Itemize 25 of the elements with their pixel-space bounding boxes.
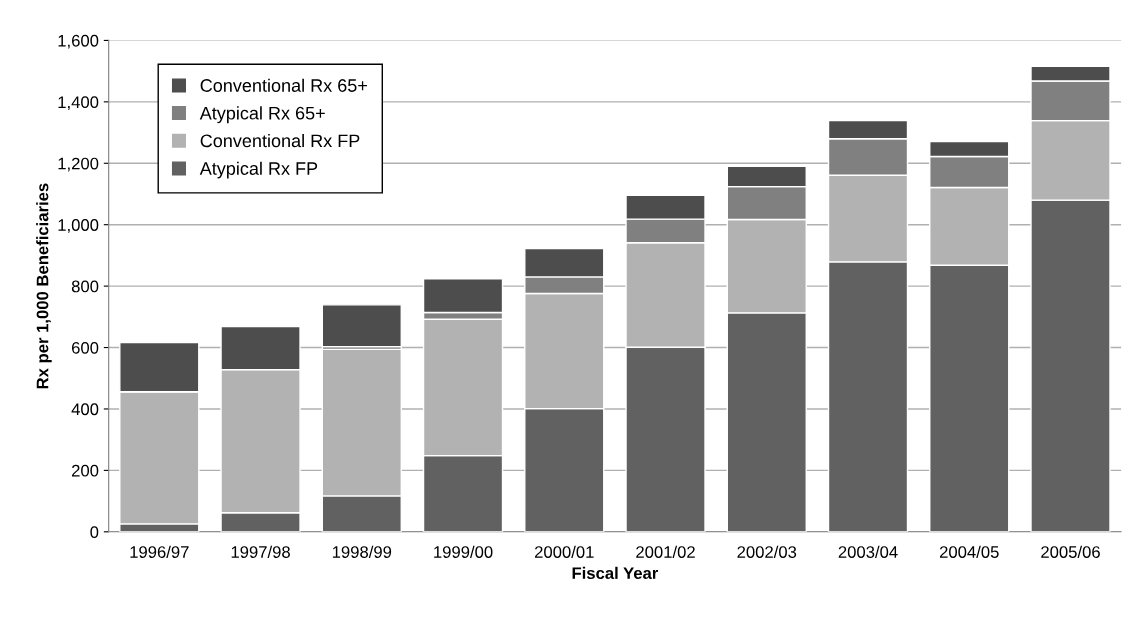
x-tick-label: 2004/05 xyxy=(939,545,999,558)
x-tick-label: 1997/98 xyxy=(231,545,290,558)
x-tick-label: 1996/97 xyxy=(130,545,189,558)
x-tick-label: 1998/99 xyxy=(332,545,392,558)
y-tick-label: 1,400 xyxy=(58,96,99,111)
x-tick-label: 2001/02 xyxy=(636,545,695,558)
y-tick-label: 1,000 xyxy=(58,219,99,233)
y-tick-label: 600 xyxy=(72,341,99,354)
y-tick-label: 0 xyxy=(90,526,99,539)
x-tick-label: 2005/06 xyxy=(1041,545,1100,558)
y-tick-label: 400 xyxy=(71,403,99,416)
legend-label: Atypical Rx FP xyxy=(199,161,318,179)
y-tick-label: 1,200 xyxy=(58,157,99,172)
x-tick-label: 2003/04 xyxy=(838,545,898,558)
y-tick-label: 200 xyxy=(71,464,99,477)
y-tick-label: 800 xyxy=(71,280,99,293)
y-tick-label: 1,600 xyxy=(58,34,99,49)
legend-label: Atypical Rx 65+ xyxy=(199,106,325,124)
x-tick-label: 1999/00 xyxy=(434,545,493,558)
x-axis-title: Fiscal Year xyxy=(572,566,659,580)
y-axis-title: Rx per 1,000 Beneficiaries xyxy=(36,183,52,389)
legend-label: Conventional Rx 65+ xyxy=(200,78,367,92)
x-tick-label: 2002/03 xyxy=(737,545,797,558)
legend-label: Conventional Rx FP xyxy=(200,133,360,148)
x-tick-label: 2000/01 xyxy=(535,545,594,558)
